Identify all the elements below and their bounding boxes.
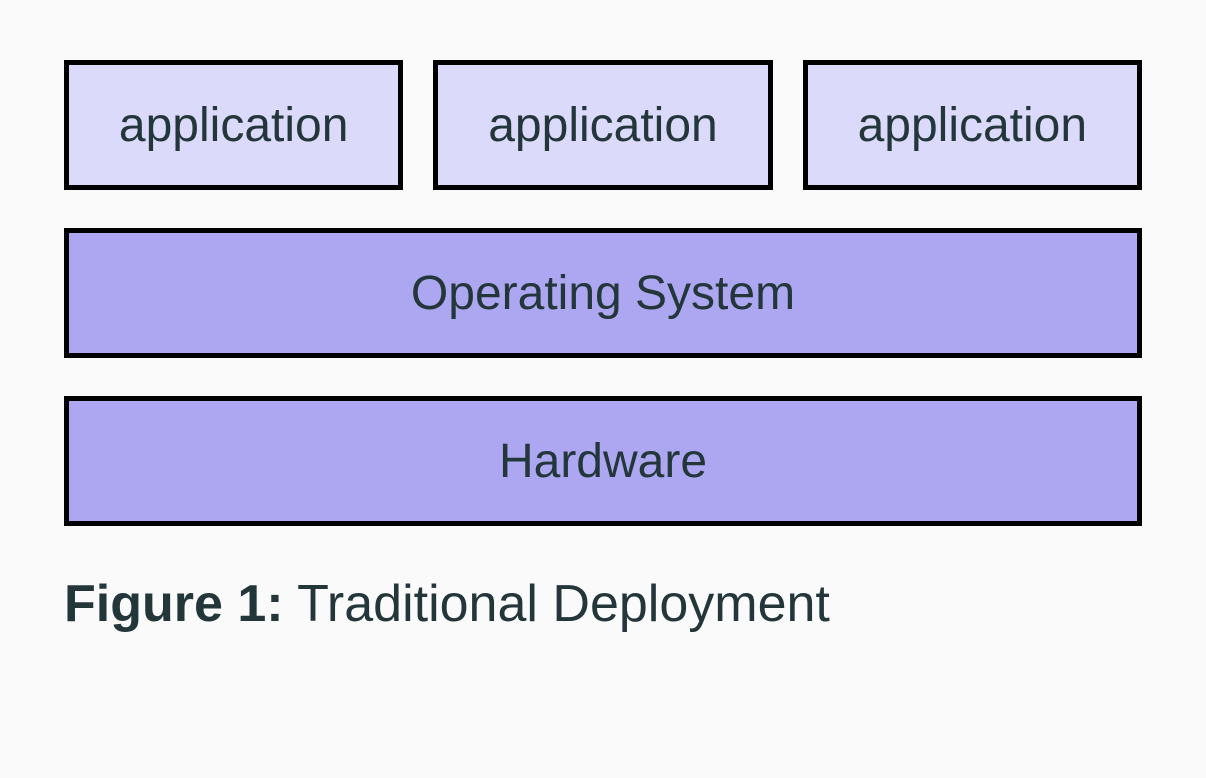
figure-label: Figure 1: [64,575,284,633]
diagram-canvas: application application application Oper… [0,0,1206,778]
application-row: application application application [64,60,1142,190]
application-box-2: application [433,60,772,190]
application-box-3: application [803,60,1142,190]
application-box-1: application [64,60,403,190]
os-row: Operating System [64,228,1142,358]
figure-caption: Figure 1: Traditional Deployment [64,574,1142,634]
operating-system-box: Operating System [64,228,1142,358]
hardware-row: Hardware [64,396,1142,526]
figure-caption-text: Traditional Deployment [297,575,830,633]
hardware-box: Hardware [64,396,1142,526]
